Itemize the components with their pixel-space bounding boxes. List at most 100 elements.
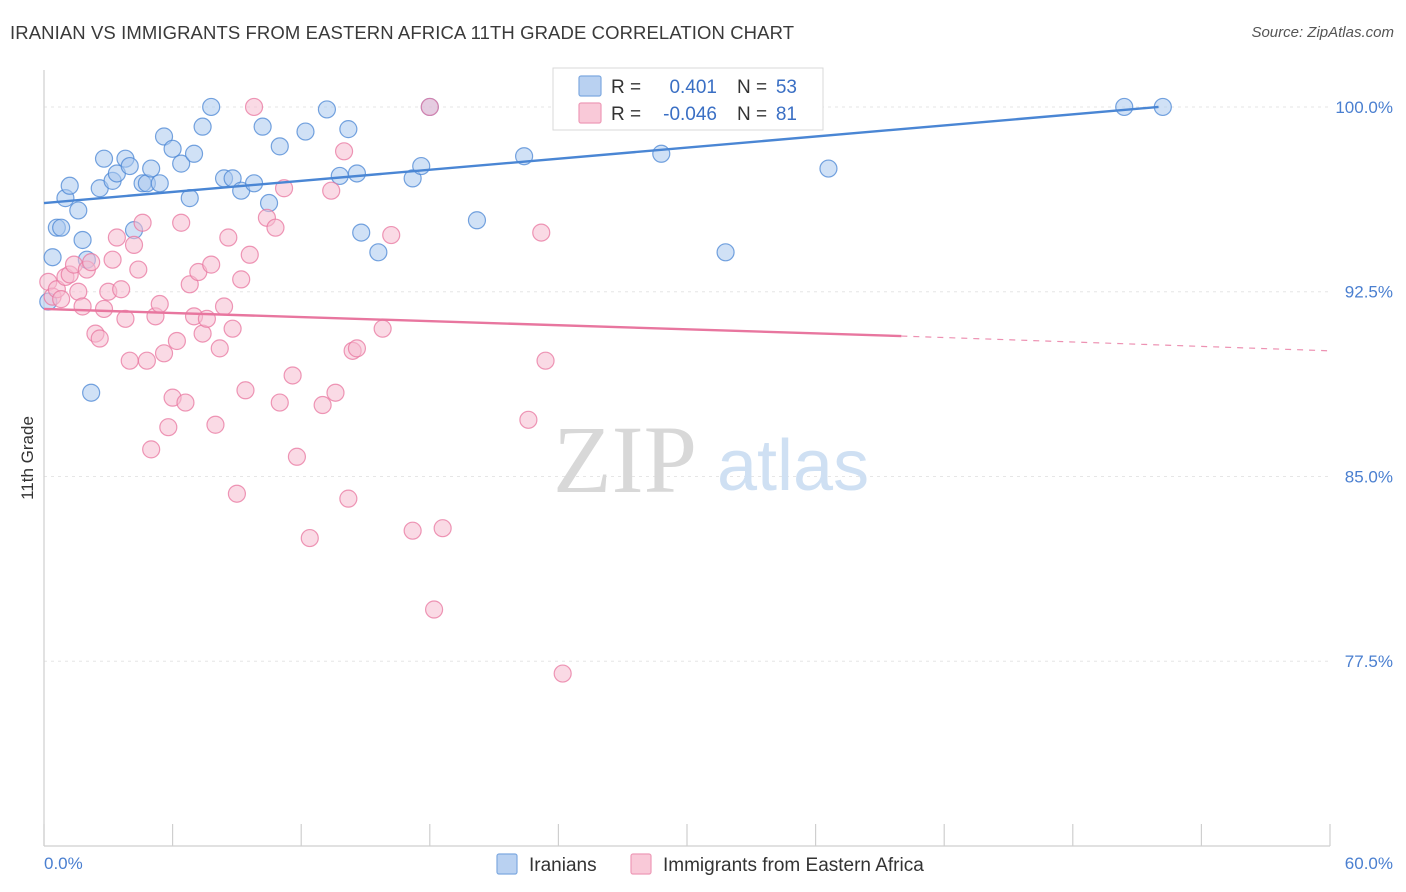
point-iranians [202, 97, 221, 117]
point-iranians [403, 169, 422, 188]
point-eastern-africa [176, 393, 195, 412]
point-eastern-africa [266, 218, 285, 237]
point-iranians [467, 211, 487, 230]
point-iranians [339, 120, 358, 139]
data-points [39, 97, 1172, 683]
point-iranians [317, 100, 337, 119]
point-eastern-africa [274, 179, 294, 198]
watermark: ZIP atlas [553, 406, 869, 513]
point-iranians [52, 218, 71, 237]
y-tick-label: 92.5% [1345, 283, 1393, 302]
point-eastern-africa [300, 528, 319, 548]
point-eastern-africa [420, 97, 439, 117]
point-eastern-africa [236, 381, 255, 400]
point-eastern-africa [334, 142, 354, 161]
point-eastern-africa [214, 297, 234, 316]
point-eastern-africa [223, 319, 242, 338]
x-tick-labels: 0.0% 60.0% [44, 854, 1393, 873]
point-eastern-africa [283, 366, 302, 385]
legend-n-label-2: N = [737, 104, 767, 125]
legend-box: R = 0.401 N = 53 R = -0.046 N = 81 [552, 67, 824, 131]
point-eastern-africa [133, 213, 152, 232]
point-eastern-africa [112, 280, 131, 299]
point-eastern-africa [232, 270, 251, 289]
legend-swatch-iranians [578, 75, 602, 97]
point-eastern-africa [73, 297, 92, 316]
x-tick-label: 0.0% [44, 854, 83, 873]
point-iranians [652, 144, 671, 163]
chart-title: IRANIAN VS IMMIGRANTS FROM EASTERN AFRIC… [10, 22, 795, 43]
point-iranians [120, 156, 139, 176]
point-eastern-africa [339, 489, 358, 508]
point-iranians [150, 174, 169, 193]
point-iranians [184, 144, 204, 163]
legend-r-value-1: 0.401 [669, 77, 717, 98]
point-eastern-africa [172, 213, 191, 232]
trend-line-iranians [43, 105, 1159, 205]
point-iranians [82, 383, 101, 402]
watermark-zip: ZIP [553, 406, 697, 513]
point-eastern-africa [116, 309, 135, 328]
point-eastern-africa [433, 519, 452, 538]
point-iranians [193, 117, 212, 136]
point-eastern-africa [120, 351, 139, 370]
source-label: Source: ZipAtlas.com [1251, 24, 1394, 41]
point-iranians [69, 201, 88, 220]
point-eastern-africa [382, 225, 401, 245]
point-eastern-africa [142, 440, 161, 459]
point-eastern-africa [532, 223, 551, 242]
point-eastern-africa [103, 250, 122, 269]
watermark-atlas: atlas [717, 426, 869, 506]
point-eastern-africa [180, 275, 199, 294]
point-eastern-africa [270, 393, 289, 412]
x-tick-label: 60.0% [1345, 854, 1393, 873]
series-legend-label-eastern-africa: Immigrants from Eastern Africa [663, 855, 924, 876]
point-eastern-africa [536, 351, 555, 370]
point-iranians [73, 230, 92, 250]
point-eastern-africa [167, 331, 186, 351]
point-eastern-africa [124, 235, 144, 255]
point-iranians [142, 159, 161, 178]
point-eastern-africa [373, 319, 392, 338]
point-iranians [270, 137, 289, 156]
point-eastern-africa [94, 299, 114, 319]
point-iranians [253, 117, 272, 136]
y-tick-label: 85.0% [1345, 467, 1393, 486]
x-ticks [43, 824, 1331, 846]
point-eastern-africa [137, 351, 156, 370]
legend-r-label-2: R = [611, 104, 641, 125]
point-eastern-africa [403, 521, 422, 540]
point-eastern-africa [287, 447, 307, 466]
point-eastern-africa [326, 383, 345, 402]
point-iranians [60, 176, 79, 195]
point-eastern-africa [322, 181, 341, 200]
point-iranians [716, 243, 735, 262]
point-eastern-africa [519, 410, 538, 429]
point-iranians [1115, 97, 1134, 117]
y-tick-labels: 77.5% 85.0% 92.5% 100.0% [1335, 98, 1393, 671]
point-eastern-africa [240, 245, 259, 264]
trend-line-eastern-africa-extension [901, 335, 1331, 352]
y-axis-label: 11th Grade [18, 416, 37, 500]
legend-n-value-2: 81 [776, 104, 797, 125]
series-legend-swatch-iranians [496, 853, 518, 875]
series-legend-label-iranians: Iranians [529, 855, 597, 876]
point-iranians [352, 223, 371, 242]
point-eastern-africa [553, 664, 572, 683]
point-eastern-africa [206, 415, 225, 434]
y-tick-label: 100.0% [1335, 98, 1393, 117]
point-eastern-africa [227, 484, 246, 503]
trend-line-eastern-africa [43, 307, 902, 338]
point-eastern-africa [347, 339, 367, 358]
point-iranians [296, 122, 315, 141]
point-iranians [154, 127, 174, 146]
point-iranians [369, 243, 388, 262]
series-legend: Iranians Immigrants from Eastern Africa [496, 853, 924, 876]
trend-lines [43, 105, 1331, 352]
point-iranians [347, 164, 367, 183]
point-iranians [172, 154, 191, 173]
y-tick-label: 77.5% [1345, 652, 1393, 671]
point-eastern-africa [154, 344, 174, 363]
point-eastern-africa [107, 228, 126, 247]
